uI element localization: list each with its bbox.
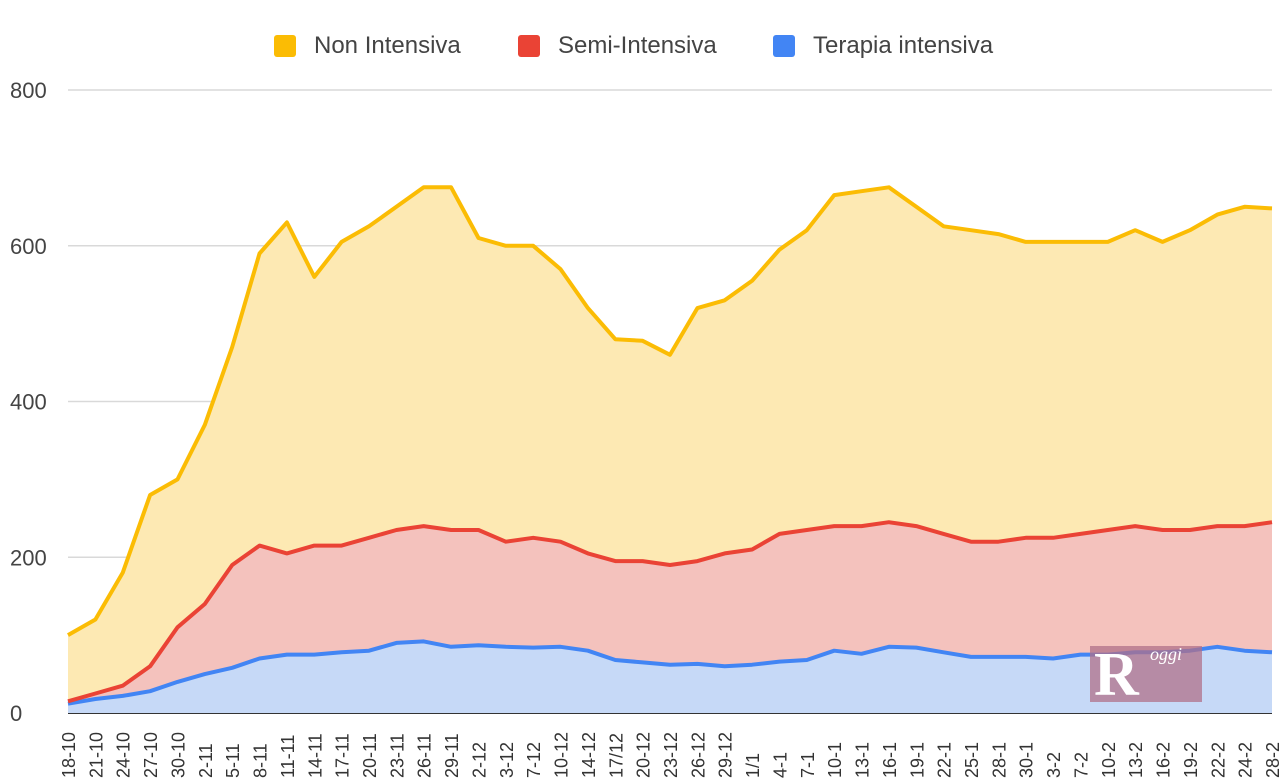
x-tick-label: 22-2 [1208, 742, 1228, 778]
legend-swatch-non-intensiva [274, 35, 296, 57]
x-tick-label: 23-12 [661, 732, 681, 778]
area-non-intensiva [68, 187, 1272, 702]
legend-item-non-intensiva[interactable]: Non Intensiva [274, 32, 461, 60]
x-tick-label: 17/12 [606, 733, 626, 778]
line-non-intensiva [67, 185, 1273, 637]
x-tick-label: 19-2 [1181, 742, 1201, 778]
y-tick-label: 400 [10, 390, 47, 415]
x-tick-label: 25-1 [962, 742, 982, 778]
legend-swatch-semi-intensiva [518, 35, 540, 57]
x-tick-label: 1/1 [743, 753, 763, 778]
y-tick-label: 600 [10, 234, 47, 259]
x-tick-label: 20-12 [634, 732, 654, 778]
x-tick-label: 30-10 [168, 732, 188, 778]
x-tick-label: 30-1 [1017, 742, 1037, 778]
x-tick-label: 17-11 [333, 733, 353, 778]
x-tick-label: 10-12 [552, 732, 572, 778]
legend-label: Semi-Intensiva [558, 32, 717, 59]
legend-swatch-terapia-intensiva [773, 35, 795, 57]
watermark-logo: R oggi [1090, 641, 1202, 709]
x-tick-label: 21-10 [86, 732, 106, 778]
x-tick-label: 2-12 [469, 742, 489, 778]
x-tick-label: 10-2 [1099, 742, 1119, 778]
x-tick-label: 24-10 [114, 732, 134, 778]
legend: Non Intensiva Semi-Intensiva Terapia int… [0, 28, 1280, 64]
y-tick-label: 800 [10, 78, 47, 103]
x-tick-label: 3-12 [497, 742, 517, 778]
x-tick-label: 10-1 [825, 742, 845, 778]
x-tick-label: 14-12 [579, 732, 599, 778]
line-terapia-intensiva [67, 639, 1273, 706]
watermark-text: oggi [1150, 644, 1183, 664]
x-tick-label: 2-11 [196, 743, 216, 778]
x-tick-label: 7-1 [798, 752, 818, 778]
x-tick-label: 28-2 [1263, 742, 1280, 778]
line-semi-intensiva [67, 520, 1273, 704]
x-tick-label: 19-1 [907, 742, 927, 778]
series-lines [67, 185, 1273, 706]
x-tick-label: 24-2 [1236, 742, 1256, 778]
legend-item-semi-intensiva[interactable]: Semi-Intensiva [518, 32, 717, 60]
x-tick-label: 27-10 [141, 732, 161, 778]
x-tick-label: 16-2 [1154, 742, 1174, 778]
x-tick-label: 20-11 [360, 733, 380, 778]
x-axis: 18-10 21-10 24-10 27-10 30-10 2-11 5-11 8-11 11-… [59, 732, 1280, 778]
y-axis: 0 200 400 600 800 [10, 78, 47, 726]
x-tick-label: 16-1 [880, 742, 900, 778]
x-tick-label: 4-1 [770, 752, 790, 778]
legend-label: Non Intensiva [314, 32, 461, 59]
series-areas [68, 187, 1272, 713]
legend-label: Terapia intensiva [813, 32, 994, 59]
x-tick-label: 8-11 [251, 743, 271, 778]
x-tick-label: 7-2 [1071, 752, 1091, 778]
x-tick-label: 5-11 [223, 743, 243, 778]
watermark-letter: R [1094, 641, 1139, 709]
x-tick-label: 18-10 [59, 732, 79, 778]
x-tick-label: 13-1 [853, 742, 873, 778]
legend-item-terapia-intensiva[interactable]: Terapia intensiva [773, 32, 993, 60]
x-tick-label: 7-12 [524, 742, 544, 778]
x-tick-label: 23-11 [387, 733, 407, 778]
x-tick-label: 29-11 [442, 733, 462, 778]
x-tick-label: 26-11 [415, 733, 435, 778]
x-tick-label: 29-12 [716, 732, 736, 778]
x-tick-label: 22-1 [935, 742, 955, 778]
x-tick-label: 26-12 [688, 732, 708, 778]
area-terapia-intensiva [68, 641, 1272, 713]
x-tick-label: 28-1 [989, 742, 1009, 778]
x-tick-label: 3-2 [1044, 752, 1064, 778]
y-tick-label: 0 [10, 701, 22, 726]
y-tick-label: 200 [10, 545, 47, 570]
x-tick-label: 11-11 [278, 735, 298, 778]
x-tick-label: 13-2 [1126, 742, 1146, 778]
area-semi-intensiva [68, 522, 1272, 704]
x-tick-label: 14-11 [305, 733, 325, 778]
